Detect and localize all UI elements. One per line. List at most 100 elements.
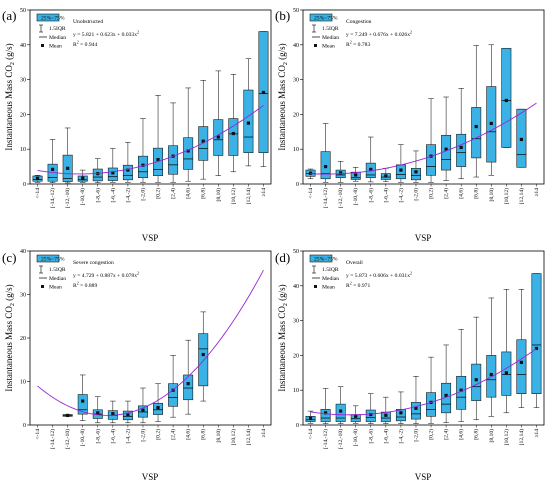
- x-tick-label: [0,2): [155, 429, 162, 440]
- y-tick-label: 50: [20, 8, 26, 14]
- box-plot-item: [243, 58, 254, 167]
- mean-marker: [519, 137, 524, 142]
- iqr-box: [441, 134, 452, 171]
- y-axis-title: Instantaneous Mass CO2 (g/s): [4, 43, 16, 150]
- legend-mean-label: Mean: [49, 285, 62, 291]
- mean-marker: [534, 346, 539, 351]
- mean-marker: [81, 399, 85, 403]
- mean-marker: [66, 166, 70, 170]
- legend-mean-label: Mean: [322, 285, 335, 291]
- mean-marker: [354, 173, 358, 177]
- y-tick-label: 40: [20, 249, 26, 255]
- box-plot-item: [305, 410, 316, 424]
- x-tick-label: [6,8): [200, 188, 207, 199]
- box-plot-item: [107, 148, 118, 183]
- mean-marker: [141, 163, 145, 167]
- mean-marker: [354, 414, 358, 418]
- x-tick-label: [0,2): [155, 188, 162, 199]
- legend-box-swatch: [309, 254, 333, 263]
- legend: 25%~75% 1.5IQR Median Mean Severe conges…: [36, 254, 139, 291]
- panel-b: (b) 0 10 20 30 40 50 <-14 [-14,-12) [-12,-10) [-1…: [275, 8, 545, 208]
- box-plot-item: [168, 102, 179, 183]
- legend-mean-label: Mean: [322, 44, 335, 50]
- iqr-box: [501, 47, 512, 148]
- mean-marker: [384, 174, 388, 178]
- legend-mean-swatch: [314, 44, 317, 47]
- x-tick-label: [-2,0): [139, 188, 146, 201]
- x-tick-label: [4,6): [185, 429, 192, 440]
- x-axis-title: VSP: [142, 472, 159, 482]
- legend-whisker-label: 1.5IQR: [49, 267, 66, 273]
- x-tick-label: [2,4): [443, 429, 450, 440]
- box-plot-item: [320, 123, 331, 183]
- box-plot-item: [168, 355, 179, 418]
- mean-marker: [216, 135, 220, 139]
- legend-whisker-label: 1.5IQR: [49, 26, 66, 32]
- iqr-box: [395, 409, 406, 422]
- mean-marker: [339, 409, 343, 413]
- mean-marker: [201, 352, 205, 357]
- y-tick-label: 30: [293, 319, 299, 325]
- panel-letter: (b): [275, 8, 290, 23]
- legend-mean-swatch: [41, 44, 44, 47]
- iqr-box: [77, 394, 88, 415]
- box-plot-item: [107, 400, 118, 424]
- x-tick-label: [-14,-12): [322, 429, 329, 449]
- box-plot-item: [228, 74, 239, 173]
- box-plot-item: [258, 31, 269, 167]
- iqr-box: [410, 168, 421, 181]
- box-plot-item: [365, 393, 376, 424]
- legend-box-swatch: [309, 13, 333, 22]
- mean-marker: [201, 139, 205, 143]
- iqr-box: [228, 118, 239, 156]
- y-tick-label: 10: [293, 388, 299, 394]
- mean-marker: [186, 382, 190, 386]
- box-plot-item: [335, 161, 346, 183]
- legend-whisker-label: 1.5IQR: [322, 267, 339, 273]
- box-plot-item: [516, 108, 527, 168]
- fit-equation: y = 7.249 + 0.676x + 0.026x2: [346, 30, 412, 39]
- mean-marker: [126, 413, 130, 417]
- x-tick-label: [-8,-6): [367, 188, 374, 203]
- x-tick-label: <-14: [308, 188, 314, 199]
- panel-c: (c) 0 10 20 30 40 <-14 [-14,-12) [-12,-10) [-10,…: [2, 249, 272, 449]
- y-tick-label: 30: [293, 78, 299, 84]
- mean-marker: [414, 406, 418, 410]
- box-plot-item: [213, 70, 224, 176]
- y-tick-label: 20: [293, 112, 299, 118]
- iqr-box: [516, 339, 527, 394]
- iqr-box: [243, 89, 254, 153]
- iqr-box: [426, 144, 437, 176]
- legend-median-label: Median: [49, 35, 66, 41]
- x-tick-label: [12,14): [518, 188, 525, 204]
- x-axis-title: VSP: [142, 233, 159, 243]
- x-tick-label: [-10,-8): [79, 429, 86, 446]
- x-tick-label: [8,10): [488, 429, 495, 443]
- box-plot-item: [395, 391, 406, 424]
- legend-box-swatch: [36, 254, 60, 263]
- iqr-box: [198, 333, 209, 387]
- mean-marker: [459, 388, 463, 392]
- x-tick-label: [-6,-4): [382, 188, 389, 203]
- panel-d: (d) 0 10 20 30 40 50 <-14 [-14,-12) [-12,-10) [-1…: [275, 249, 545, 449]
- box-plot-item: [32, 175, 43, 183]
- box-plot-item: [183, 339, 194, 415]
- x-tick-label: <-14: [35, 429, 41, 440]
- x-axis-title: VSP: [415, 472, 432, 482]
- iqr-box: [198, 126, 209, 161]
- x-tick-label: [4,6): [458, 188, 465, 199]
- box-plot-item: [531, 273, 542, 408]
- box-plot-item: [410, 376, 421, 424]
- x-tick-label: [-2,0): [139, 429, 146, 442]
- box-plot-item: [62, 127, 73, 184]
- r-squared: R2 = 0.889: [73, 281, 97, 290]
- box-plot-item: [122, 400, 133, 424]
- mean-marker: [369, 412, 373, 417]
- x-tick-label: [-6,-4): [109, 188, 116, 203]
- y-tick-label: 10: [20, 380, 26, 386]
- fit-equation: y = 5.821 + 0.623x + 0.033x2: [73, 30, 139, 39]
- box-plot-item: [77, 169, 88, 183]
- legend: 25%~75% 1.5IQR Median Mean Unobstructed …: [36, 13, 139, 50]
- legend-box-label: 25%~75%: [314, 257, 338, 263]
- box-plot-item: [137, 118, 148, 183]
